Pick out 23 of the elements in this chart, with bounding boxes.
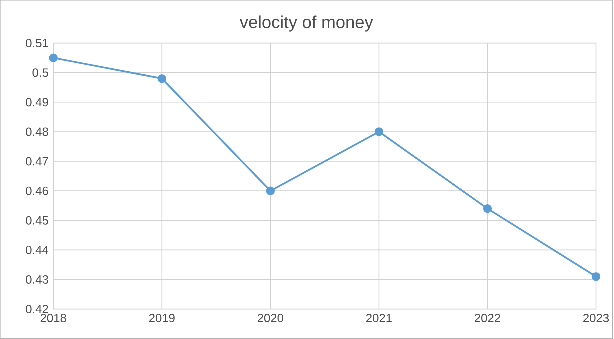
x-tick-label: 2022 <box>475 314 500 322</box>
x-tick-label: 2021 <box>366 314 392 322</box>
y-tick-label: 0.51 <box>26 39 48 48</box>
point <box>374 128 384 136</box>
point <box>266 186 275 196</box>
y-tick-label: 0.47 <box>26 157 48 166</box>
x-tick-label: 2018 <box>40 314 66 322</box>
y-tick-label: 0.46 <box>26 186 48 196</box>
x-tick-label: 2023 <box>584 314 610 322</box>
point <box>158 74 166 84</box>
y-tick-label: 0.5 <box>32 68 48 78</box>
point <box>49 54 58 62</box>
point <box>483 204 492 214</box>
y-tick-label: 0.49 <box>26 98 48 107</box>
y-tick-label: 0.45 <box>26 216 48 225</box>
chart-title: velocity of money <box>240 16 374 32</box>
point <box>592 272 601 282</box>
y-tick-label: 0.48 <box>26 128 48 136</box>
y-tick-label: 0.44 <box>26 246 49 254</box>
x-tick-label: 2020 <box>258 314 284 322</box>
y-tick-label: 0.43 <box>26 276 48 284</box>
y-tick-label: 0.42 <box>26 305 48 314</box>
x-tick-label: 2019 <box>149 314 175 322</box>
